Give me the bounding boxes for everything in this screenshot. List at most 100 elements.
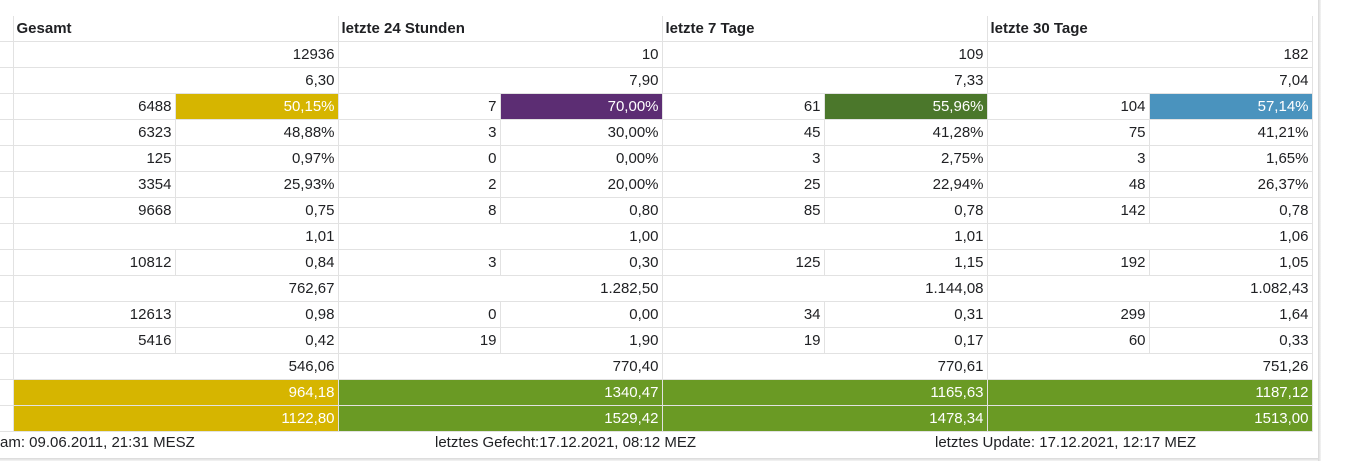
- table-cell[interactable]: 19: [338, 327, 501, 354]
- table-cell[interactable]: 546,06: [13, 353, 339, 380]
- table-cell[interactable]: 25: [662, 171, 825, 198]
- table-cell[interactable]: 1122,80: [13, 405, 339, 432]
- table-cell[interactable]: 1529,42: [338, 405, 663, 432]
- table-cell[interactable]: 125: [662, 249, 825, 276]
- column-header[interactable]: letzte 24 Stunden: [338, 16, 663, 42]
- table-cell[interactable]: 85: [662, 197, 825, 224]
- table-cell[interactable]: 22,94%: [824, 171, 988, 198]
- table-cell[interactable]: 770,61: [662, 353, 988, 380]
- table-cell[interactable]: 20,00%: [500, 171, 663, 198]
- table-cell[interactable]: 6323: [13, 119, 176, 146]
- table-cell[interactable]: 50,15%: [175, 93, 339, 120]
- table-cell[interactable]: 109: [662, 41, 988, 68]
- table-cell[interactable]: 1,00: [338, 223, 663, 250]
- table-cell[interactable]: 751,26: [987, 353, 1313, 380]
- table-cell[interactable]: 1,01: [662, 223, 988, 250]
- table-cell[interactable]: 1.144,08: [662, 275, 988, 302]
- table-cell[interactable]: 2,75%: [824, 145, 988, 172]
- table-cell[interactable]: 2: [338, 171, 501, 198]
- table-cell[interactable]: 61: [662, 93, 825, 120]
- table-cell[interactable]: 25,93%: [175, 171, 339, 198]
- column-header[interactable]: letzte 30 Tage: [987, 16, 1313, 42]
- table-cell[interactable]: 6,30: [13, 67, 339, 94]
- table-cell[interactable]: 12936: [13, 41, 339, 68]
- table-cell[interactable]: 192: [987, 249, 1150, 276]
- table-cell[interactable]: 55,96%: [824, 93, 988, 120]
- table-cell[interactable]: 299: [987, 301, 1150, 328]
- table-cell[interactable]: 30,00%: [500, 119, 663, 146]
- table-cell[interactable]: 3: [987, 145, 1150, 172]
- table-cell[interactable]: 104: [987, 93, 1150, 120]
- table-cell[interactable]: 1340,47: [338, 379, 663, 406]
- table-cell[interactable]: 1,06: [987, 223, 1313, 250]
- table-cell[interactable]: 3: [338, 119, 501, 146]
- table-cell[interactable]: 1,01: [13, 223, 339, 250]
- table-cell[interactable]: 10: [338, 41, 663, 68]
- table-cell[interactable]: 70,00%: [500, 93, 663, 120]
- column-header[interactable]: letzte 7 Tage: [662, 16, 988, 42]
- table-cell[interactable]: 7,33: [662, 67, 988, 94]
- table-cell[interactable]: 0: [338, 145, 501, 172]
- table-cell[interactable]: 0,80: [500, 197, 663, 224]
- table-cell[interactable]: 48: [987, 171, 1150, 198]
- table-row: 5416 0,42 19 1,90 19 0,17 60 0,33: [0, 327, 1313, 354]
- footer-last-update: letztes Update: 17.12.2021, 12:17 MEZ: [935, 434, 1196, 451]
- table-cell[interactable]: 1,15: [824, 249, 988, 276]
- table-cell[interactable]: 0,78: [1149, 197, 1313, 224]
- table-cell[interactable]: 1,05: [1149, 249, 1313, 276]
- table-cell[interactable]: 0,33: [1149, 327, 1313, 354]
- frame-shadow-right: [1318, 0, 1321, 461]
- table-cell[interactable]: 1187,12: [987, 379, 1313, 406]
- table-cell[interactable]: 0,84: [175, 249, 339, 276]
- table-cell[interactable]: 41,21%: [1149, 119, 1313, 146]
- table-cell[interactable]: 75: [987, 119, 1150, 146]
- table-cell[interactable]: 1,90: [500, 327, 663, 354]
- table-cell[interactable]: 57,14%: [1149, 93, 1313, 120]
- table-cell[interactable]: 0,75: [175, 197, 339, 224]
- table-cell[interactable]: 48,88%: [175, 119, 339, 146]
- table-cell[interactable]: 770,40: [338, 353, 663, 380]
- table-cell[interactable]: 3: [662, 145, 825, 172]
- table-cell[interactable]: 762,67: [13, 275, 339, 302]
- header-row: Gesamt letzte 24 Stunden letzte 7 Tage letz…: [0, 16, 1313, 42]
- table-cell[interactable]: 3354: [13, 171, 176, 198]
- table-cell[interactable]: 1.082,43: [987, 275, 1313, 302]
- table-cell[interactable]: 0: [338, 301, 501, 328]
- table-cell[interactable]: 1,65%: [1149, 145, 1313, 172]
- table-cell[interactable]: 0,31: [824, 301, 988, 328]
- table-cell[interactable]: 1,64: [1149, 301, 1313, 328]
- table-cell[interactable]: 45: [662, 119, 825, 146]
- table-cell[interactable]: 0,30: [500, 249, 663, 276]
- table-cell[interactable]: 0,78: [824, 197, 988, 224]
- table-cell[interactable]: 1.282,50: [338, 275, 663, 302]
- table-cell[interactable]: 125: [13, 145, 176, 172]
- table-cell[interactable]: 0,00: [500, 301, 663, 328]
- table-cell[interactable]: 142: [987, 197, 1150, 224]
- table-cell[interactable]: 0,17: [824, 327, 988, 354]
- table-cell[interactable]: 12613: [13, 301, 176, 328]
- table-cell[interactable]: 0,98: [175, 301, 339, 328]
- table-cell[interactable]: 19: [662, 327, 825, 354]
- table-cell[interactable]: 1478,34: [662, 405, 988, 432]
- table-cell[interactable]: 1513,00: [987, 405, 1313, 432]
- column-header[interactable]: Gesamt: [13, 16, 339, 42]
- table-cell[interactable]: 3: [338, 249, 501, 276]
- table-cell[interactable]: 7: [338, 93, 501, 120]
- table-cell[interactable]: 7,04: [987, 67, 1313, 94]
- table-cell[interactable]: 5416: [13, 327, 176, 354]
- table-cell[interactable]: 6488: [13, 93, 176, 120]
- table-cell[interactable]: 0,97%: [175, 145, 339, 172]
- table-cell[interactable]: 0,42: [175, 327, 339, 354]
- table-cell[interactable]: 34: [662, 301, 825, 328]
- table-cell[interactable]: 60: [987, 327, 1150, 354]
- table-cell[interactable]: 10812: [13, 249, 176, 276]
- table-cell[interactable]: 41,28%: [824, 119, 988, 146]
- table-cell[interactable]: 8: [338, 197, 501, 224]
- table-cell[interactable]: 1165,63: [662, 379, 988, 406]
- table-cell[interactable]: 7,90: [338, 67, 663, 94]
- table-cell[interactable]: 9668: [13, 197, 176, 224]
- table-cell[interactable]: 26,37%: [1149, 171, 1313, 198]
- table-cell[interactable]: 0,00%: [500, 145, 663, 172]
- table-cell[interactable]: 964,18: [13, 379, 339, 406]
- table-cell[interactable]: 182: [987, 41, 1313, 68]
